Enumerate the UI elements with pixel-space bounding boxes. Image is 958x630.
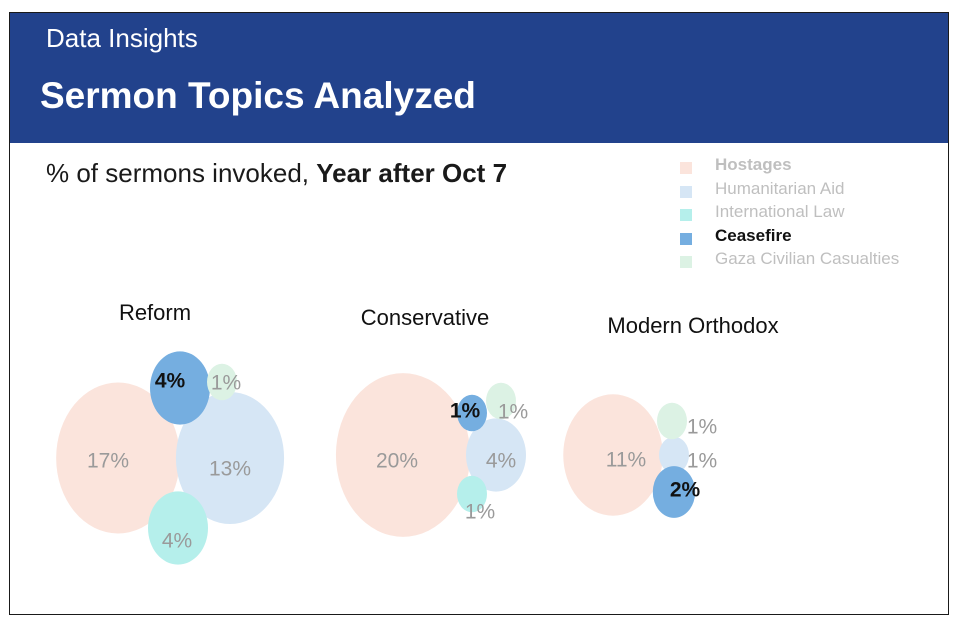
bubble-conservative-international-law <box>457 475 487 513</box>
bubble-label-reform-gaza-civilian-casualties: 1% <box>211 372 241 395</box>
bubble-conservative-humanitarian-aid <box>466 418 526 492</box>
bubble-modern-orthodox-gaza-civilian-casualties <box>657 402 687 440</box>
header-banner: Data Insights Sermon Topics Analyzed <box>10 13 948 143</box>
bubble-label-modern-orthodox-ceasefire: 2% <box>670 479 701 502</box>
legend-swatch-ceasefire <box>680 232 692 245</box>
bubble-label-modern-orthodox-gaza-civilian-casualties: 1% <box>687 416 717 439</box>
bubble-label-reform-ceasefire: 4% <box>155 370 186 393</box>
bubble-modern-orthodox-humanitarian-aid <box>659 436 689 474</box>
bubble-reform-humanitarian-aid <box>175 392 285 524</box>
bubble-reform-ceasefire <box>150 351 210 425</box>
group-title-reform: Reform <box>119 300 191 325</box>
bubble-modern-orthodox-hostages <box>563 394 663 516</box>
group-title-modern-orthodox: Modern Orthodox <box>607 313 778 338</box>
chart-subtitle-prefix: % of sermons invoked, <box>46 158 310 188</box>
bubble-label-conservative-hostages: 20% <box>376 450 418 473</box>
bubble-label-conservative-international-law: 1% <box>465 501 495 524</box>
bubble-label-conservative-humanitarian-aid: 4% <box>486 450 516 473</box>
group-title-conservative: Conservative <box>361 305 489 330</box>
bubble-conservative-ceasefire <box>457 394 487 432</box>
bubble-modern-orthodox-ceasefire <box>652 466 696 518</box>
bubble-conservative-hostages <box>335 373 471 537</box>
header-kicker: Data Insights <box>46 23 198 53</box>
legend-swatch-gaza-civilian-casualties <box>680 256 692 268</box>
bubble-conservative-gaza-civilian-casualties <box>486 382 516 420</box>
page-title: Sermon Topics Analyzed <box>40 75 476 116</box>
chart-subtitle-emphasis: Year after Oct 7 <box>316 158 508 188</box>
bubble-label-reform-hostages: 17% <box>87 450 129 473</box>
legend-swatch-humanitarian-aid <box>680 185 692 198</box>
bubble-reform-gaza-civilian-casualties <box>207 363 237 401</box>
legend-label-gaza-civilian-casualties: Gaza Civilian Casualties <box>715 249 900 268</box>
bubble-label-modern-orthodox-humanitarian-aid: 1% <box>687 450 717 473</box>
legend-label-ceasefire: Ceasefire <box>715 225 792 245</box>
legend-swatch-international-law <box>680 209 692 221</box>
bubble-label-conservative-gaza-civilian-casualties: 1% <box>498 401 528 424</box>
legend-label-hostages: Hostages <box>715 155 792 174</box>
bubble-label-reform-international-law: 4% <box>162 530 192 553</box>
legend-label-humanitarian-aid: Humanitarian Aid <box>715 178 845 198</box>
legend-swatch-hostages <box>680 162 692 174</box>
legend-label-international-law: International Law <box>715 202 845 221</box>
bubble-label-conservative-ceasefire: 1% <box>450 400 481 423</box>
bubble-label-modern-orthodox-hostages: 11% <box>606 449 646 472</box>
bubble-group-reform: Reform 17% 13% 4% 4% 1% <box>56 300 285 565</box>
bubble-reform-hostages <box>56 382 180 534</box>
bubble-reform-international-law <box>148 491 208 565</box>
chart-subtitle: % of sermons invoked, Year after Oct 7 <box>46 158 507 189</box>
bubble-label-reform-humanitarian-aid: 13% <box>209 458 251 481</box>
bubble-group-modern-orthodox: Modern Orthodox 11% 1% 2% 1% <box>563 313 779 518</box>
bubble-group-conservative: Conservative 20% 4% 1% 1% 1% <box>335 305 528 537</box>
